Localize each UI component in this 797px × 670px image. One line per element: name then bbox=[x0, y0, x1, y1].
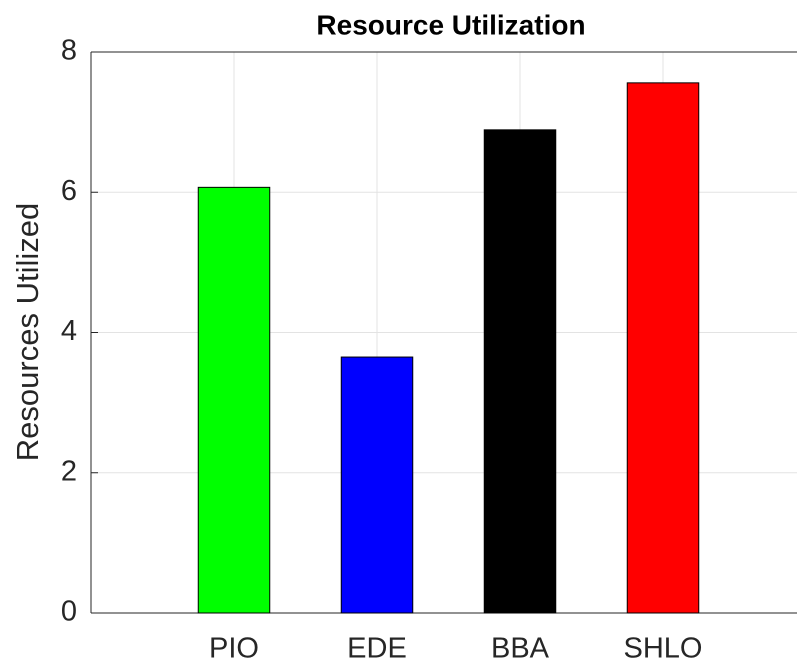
x-tick-label: SHLO bbox=[624, 633, 703, 665]
chart-title: Resource Utilization bbox=[316, 9, 585, 40]
x-tick-label: BBA bbox=[491, 633, 550, 665]
bar bbox=[483, 129, 557, 614]
bar bbox=[626, 82, 700, 614]
x-tick-label: EDE bbox=[347, 633, 407, 665]
y-axis-label: Resources Utilized bbox=[10, 203, 45, 461]
y-tick-label: 8 bbox=[61, 35, 77, 67]
y-tick-label: 2 bbox=[61, 455, 77, 487]
bar bbox=[340, 356, 414, 614]
x-tick-label: PIO bbox=[209, 633, 259, 665]
y-tick-label: 6 bbox=[61, 175, 77, 207]
y-tick-label: 0 bbox=[61, 596, 77, 628]
y-tick-label: 4 bbox=[61, 315, 77, 347]
bar bbox=[197, 186, 271, 614]
